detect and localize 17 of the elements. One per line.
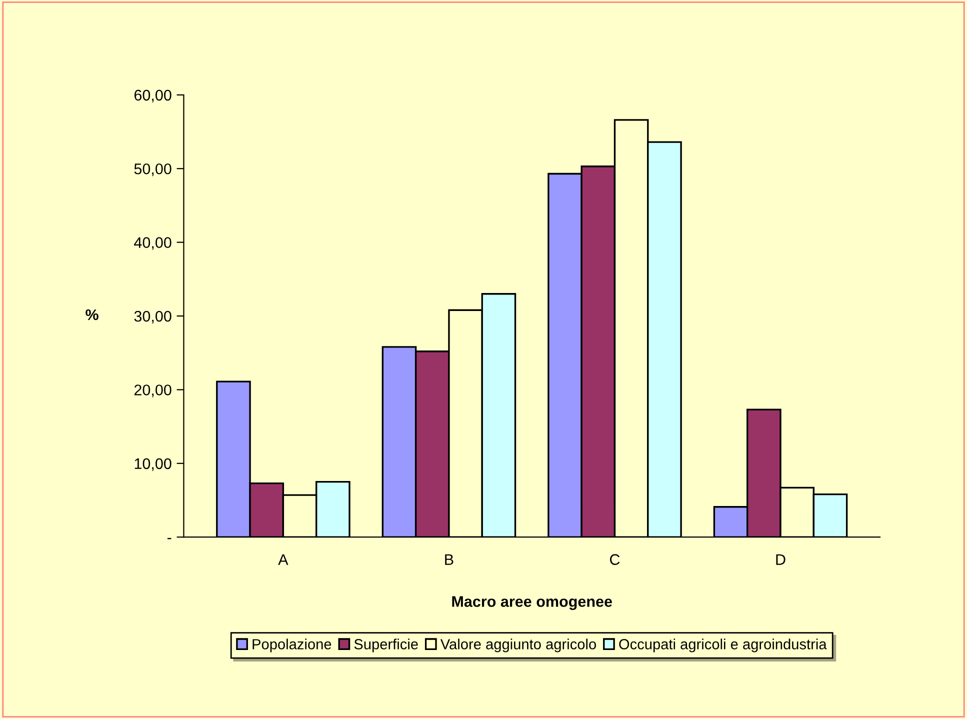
y-tick-label: 30,00 (134, 310, 172, 324)
legend-label: Occupati agricoli e agroindustria (619, 638, 827, 652)
legend-label: Superficie (354, 638, 418, 652)
x-axis-title: Macro aree omogenee (452, 596, 612, 610)
x-tick-label: A (278, 554, 288, 565)
y-axis-title: % (86, 309, 98, 320)
x-tick-label: D (776, 554, 786, 565)
y-tick-label: 20,00 (134, 384, 172, 398)
x-tick-label: B (445, 554, 454, 565)
legend-label: Popolazione (252, 638, 332, 652)
x-tick-label: C (610, 554, 620, 565)
y-tick-label: 40,00 (134, 237, 172, 250)
legend-label: Valore aggiunto agricolo (440, 638, 596, 652)
y-tick-label: 60,00 (134, 90, 172, 102)
y-tick-label: - (168, 538, 172, 540)
y-tick-label: 50,00 (134, 163, 172, 176)
y-tick-label: 10,00 (134, 458, 172, 471)
